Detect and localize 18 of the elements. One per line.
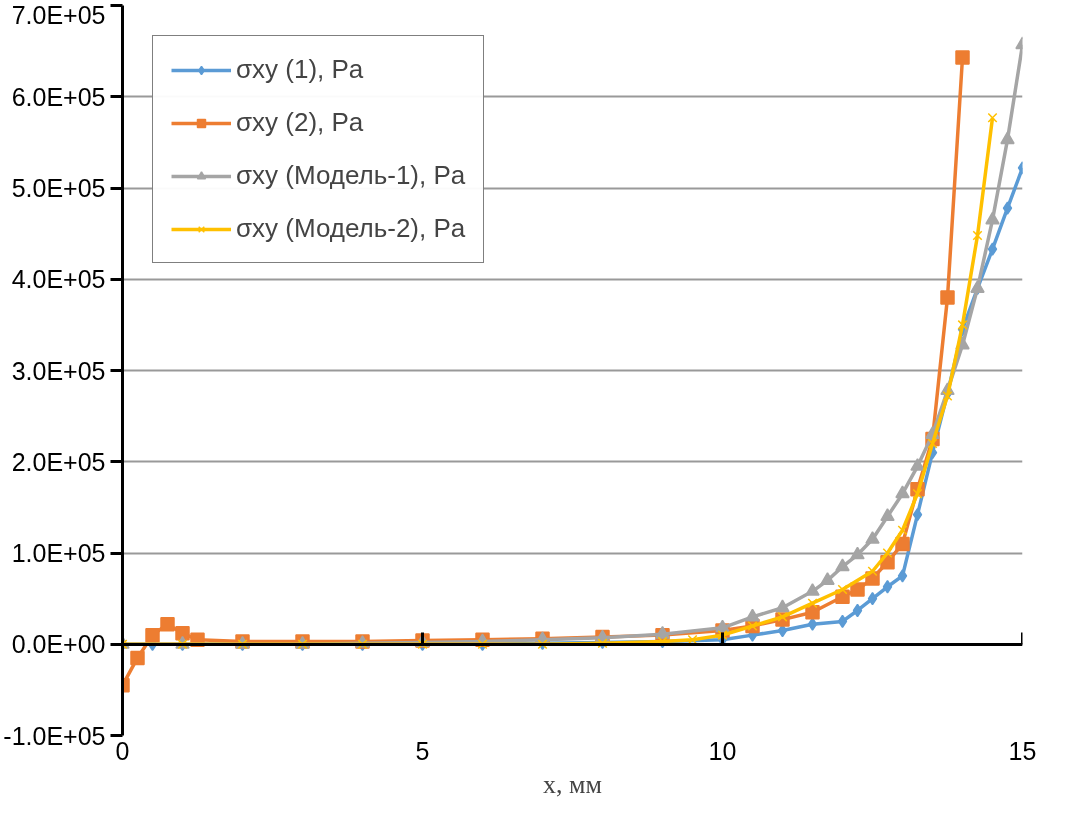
y-tick-label: 5.0E+05 <box>11 174 106 202</box>
y-tick-label: 4.0E+05 <box>11 265 106 294</box>
y-tick-label: 1.0E+05 <box>11 539 106 567</box>
y-tick-label: -1.0E+05 <box>3 721 106 750</box>
x-tick-label: 10 <box>708 736 737 765</box>
y-tick-label: 3.0E+05 <box>11 356 106 385</box>
legend-label: σxy (2), Pa <box>236 107 364 138</box>
x-tick-label: 0 <box>115 736 130 765</box>
y-tick-label: 7.0E+05 <box>11 0 106 29</box>
legend-label: σxy (Модель-1), Pa <box>236 160 466 191</box>
y-tick-label: 6.0E+05 <box>11 82 106 111</box>
legend-label: σxy (Модель-2), Pa <box>236 213 466 244</box>
y-tick-label: 0.0E+00 <box>11 630 106 659</box>
x-axis-title: x, мм <box>543 769 602 799</box>
legend-label: σxy (1), Pa <box>236 54 364 85</box>
x-tick-label: 15 <box>1008 736 1037 765</box>
x-tick-label: 5 <box>415 736 430 765</box>
y-tick-label: 2.0E+05 <box>11 447 106 476</box>
